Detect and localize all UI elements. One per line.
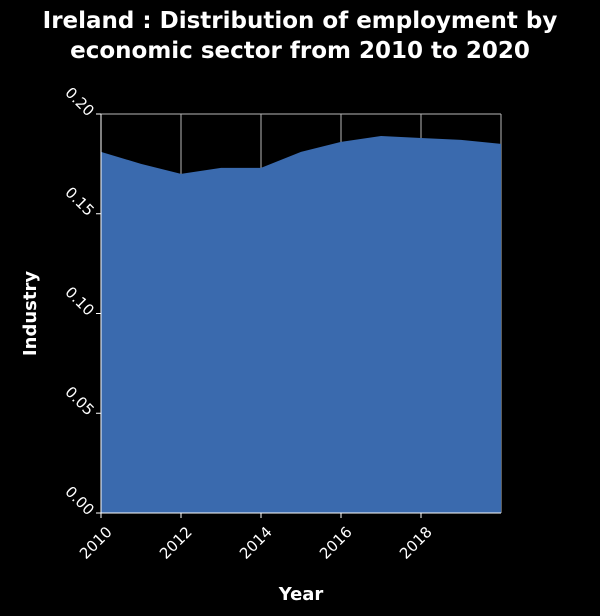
y-tick-labels: 0.00 0.05 0.10 0.15 0.20	[61, 84, 97, 519]
x-tick-label: 2012	[156, 523, 196, 563]
chart-title-line-1: Ireland : Distribution of employment by	[42, 8, 558, 34]
x-tick-labels: 2010 2012 2014 2016 2018	[76, 523, 436, 563]
y-tick-label: 0.05	[61, 383, 97, 419]
y-tick-label: 0.20	[61, 84, 97, 120]
y-tick-label: 0.00	[61, 483, 97, 519]
y-tick-label: 0.10	[61, 283, 97, 319]
x-tick-label: 2014	[236, 523, 276, 563]
x-tick-label: 2010	[76, 523, 116, 563]
chart-title-line-2: economic sector from 2010 to 2020	[70, 38, 530, 64]
y-axis-label: Industry	[20, 271, 41, 356]
x-tick-label: 2016	[316, 523, 356, 563]
x-axis-label: Year	[278, 584, 324, 605]
y-tick-label: 0.15	[61, 183, 97, 219]
area-series-industry	[101, 135, 501, 513]
x-tick-label: 2018	[396, 523, 436, 563]
chart-title: Ireland : Distribution of employment by …	[0, 6, 600, 66]
axes	[96, 113, 501, 518]
